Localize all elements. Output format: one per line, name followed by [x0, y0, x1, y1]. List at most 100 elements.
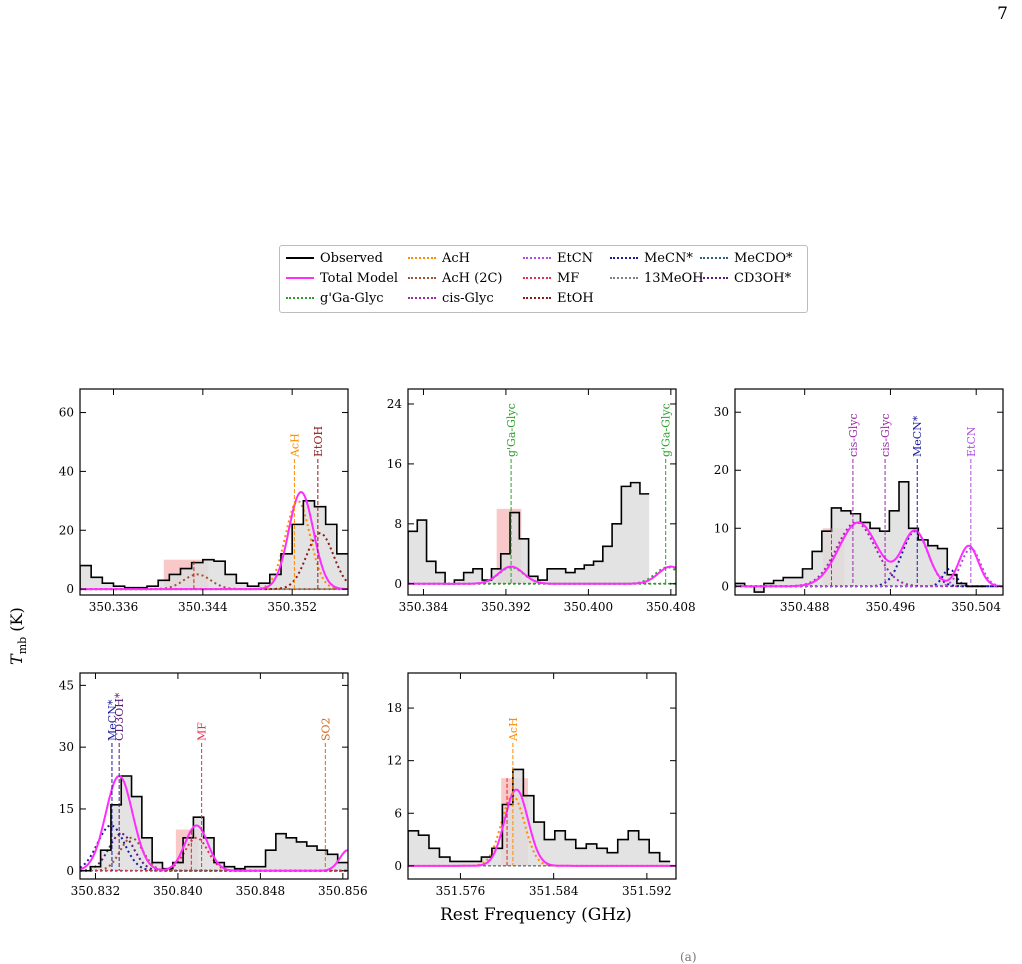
legend-swatch [610, 277, 638, 279]
species-label: CD3OH* [113, 692, 126, 741]
y-tick-label: 40 [59, 464, 74, 478]
component-curve [735, 530, 1003, 588]
species-label: g'Ga-Glyc [660, 403, 673, 457]
spectrum-panel-5: AcH 351.576 351.584 351.592 0 6 12 18 [387, 672, 677, 898]
species-label: AcH [507, 717, 520, 742]
x-tick-label: 350.840 [153, 884, 203, 898]
y-tick-label: 60 [59, 406, 74, 420]
total-model-curve [80, 491, 348, 591]
legend-swatch [408, 257, 436, 259]
x-tick-label: 350.336 [89, 600, 139, 614]
legend-swatch [610, 257, 638, 259]
species-label: SO2 [319, 717, 332, 741]
total-model-curve [80, 774, 348, 872]
legend-entry: Total Model [286, 270, 398, 286]
legend-swatch [523, 297, 551, 299]
x-tick-label: 350.496 [866, 600, 916, 614]
y-tick-label: 0 [66, 864, 74, 878]
total-model-curve [735, 521, 1003, 588]
spectrum-panel-2: g'Ga-Glyc g'Ga-Glyc 350.384 350.392 350.400 3… [387, 388, 696, 614]
legend-label: Observed [320, 250, 383, 266]
spectrum-panel-4: MeCN*CD3OH* MF SO2 350.832 350.840 350.848 350… [59, 672, 368, 898]
x-tick-label: 351.584 [529, 884, 579, 898]
chart-legend: Observed Total Model g'Ga-Glyc AcH AcH (2C) c… [279, 245, 808, 313]
species-label: EtCN [965, 426, 978, 457]
x-tick-label: 351.592 [622, 884, 672, 898]
legend-entry: Observed [286, 250, 383, 266]
plot-area [408, 743, 676, 867]
y-tick-label: 24 [387, 397, 403, 411]
spectrum-panel-3: cis-Glyc cis-Glyc MeCN* EtCN 350.488 350.496 3… [714, 388, 1004, 614]
y-tick-label: 0 [394, 577, 402, 591]
observed-fill [408, 482, 650, 584]
species-label: MeCN* [911, 415, 924, 457]
x-tick-label: 350.848 [236, 884, 286, 898]
component-curve [80, 532, 348, 591]
plot-area [735, 459, 1003, 593]
component-curve [80, 573, 348, 591]
plot-frame [734, 388, 1004, 596]
component-curve [735, 547, 1003, 588]
legend-label: Total Model [320, 270, 399, 286]
x-tick-label: 350.856 [318, 884, 368, 898]
plot-area [80, 743, 348, 872]
x-tick-label: 350.488 [780, 600, 830, 614]
legend-label: AcH (2C) [442, 270, 503, 286]
component-curve [735, 567, 1003, 588]
y-axis-label: Tmb (K) [6, 607, 30, 665]
x-tick-label: 350.504 [951, 600, 1001, 614]
x-tick-label: 350.832 [71, 884, 121, 898]
species-label: AcH [288, 433, 301, 458]
legend-entry: AcH [408, 250, 470, 266]
legend-entry: MF [523, 270, 579, 286]
legend-entry: EtOH [523, 290, 594, 306]
y-tick-label: 30 [714, 405, 729, 419]
legend-label: AcH [442, 250, 471, 266]
plot-frame [407, 672, 677, 880]
total-model-curve [408, 788, 676, 867]
legend-entry: 13MeOH [610, 270, 704, 286]
legend-label: MeCDO* [734, 250, 793, 266]
species-label: cis-Glyc [847, 413, 860, 457]
observed-spectrum [80, 500, 348, 590]
plot-area [408, 459, 676, 585]
y-tick-label: 20 [714, 463, 729, 477]
y-tick-label: 10 [714, 521, 729, 535]
legend-swatch [286, 297, 314, 299]
legend-label: 13MeOH [644, 270, 704, 286]
y-tick-label: 16 [387, 457, 402, 471]
y-tick-label: 12 [387, 754, 402, 768]
x-tick-label: 351.576 [436, 884, 486, 898]
legend-swatch [700, 257, 728, 259]
x-tick-label: 350.408 [646, 600, 696, 614]
plot-frame [79, 672, 349, 880]
plot-area [80, 459, 348, 591]
legend-swatch [286, 257, 314, 259]
legend-label: cis-Glyc [442, 290, 494, 306]
x-tick-label: 350.344 [178, 600, 228, 614]
x-tick-label: 350.400 [564, 600, 614, 614]
y-tick-label: 0 [721, 579, 729, 593]
legend-entry: MeCN* [610, 250, 693, 266]
observed-spectrum [408, 481, 650, 585]
species-label: EtOH [312, 426, 325, 457]
legend-swatch [408, 277, 436, 279]
legend-entry: g'Ga-Glyc [286, 290, 384, 306]
y-tick-label: 45 [59, 678, 74, 692]
legend-swatch [523, 257, 551, 259]
observed-fill [80, 776, 348, 871]
legend-swatch [286, 277, 314, 279]
species-label: g'Ga-Glyc [505, 403, 518, 457]
legend-label: EtCN [557, 250, 594, 266]
plot-frame [407, 388, 677, 596]
species-label: cis-Glyc [879, 413, 892, 457]
legend-swatch [523, 277, 551, 279]
legend-label: CD3OH* [734, 270, 792, 286]
species-label: MF [196, 722, 209, 741]
total-model-curve [408, 565, 676, 585]
x-tick-label: 350.384 [399, 600, 449, 614]
y-tick-label: 20 [59, 523, 74, 537]
x-axis-label: Rest Frequency (GHz) [440, 905, 632, 925]
page-number: 7 [997, 4, 1008, 24]
legend-entry: CD3OH* [700, 270, 791, 286]
